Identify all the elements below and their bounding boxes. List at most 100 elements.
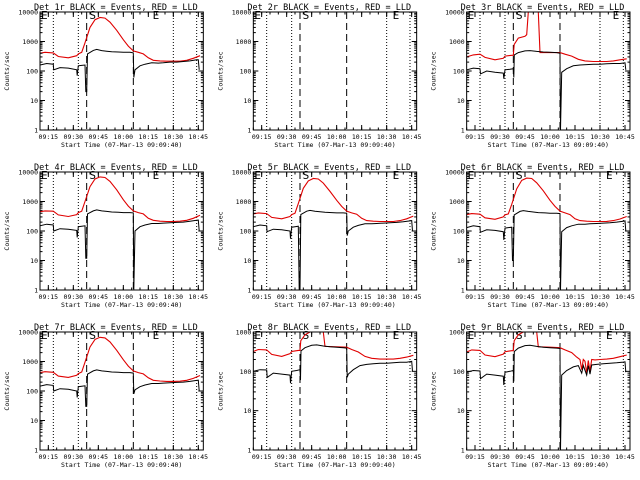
y-tick-label: 10 xyxy=(30,417,38,425)
x-tick-label: 10:00 xyxy=(540,293,560,301)
plot-frame xyxy=(39,331,204,451)
interval-marker: E xyxy=(393,329,400,342)
plot-frame xyxy=(466,11,631,131)
y-tick-label: 10 xyxy=(30,257,38,265)
x-tick-label: 09:30 xyxy=(490,133,510,141)
x-tick-label: 10:45 xyxy=(615,453,635,461)
x-tick-label: 10:15 xyxy=(139,453,159,461)
panel-title: Det 3r BLACK = Events, RED = LLD xyxy=(461,3,625,13)
x-tick-label: 10:00 xyxy=(114,133,134,141)
interval-marker: E xyxy=(254,9,261,22)
panel-title: Det 9r BLACK = Events, RED = LLD xyxy=(461,323,625,333)
interval-marker: E xyxy=(468,169,475,182)
x-axis-label: Start Time (07-Mar-13 09:09:40) xyxy=(488,141,609,149)
series-group xyxy=(466,332,627,450)
x-tick-label: 09:45 xyxy=(515,293,535,301)
interval-marker: S xyxy=(89,169,96,182)
y-tick-label: 1000 xyxy=(236,38,252,46)
x-tick-label: 10:30 xyxy=(590,133,610,141)
x-tick-label: 10:45 xyxy=(189,133,209,141)
lld-rate-line xyxy=(253,177,414,223)
y-axis-label: Counts/sec xyxy=(3,211,11,250)
y-tick-label: 1000 xyxy=(236,198,252,206)
x-tick-label: 10:30 xyxy=(377,453,397,461)
lld-rate-line xyxy=(40,176,201,223)
x-tick-label: 10:30 xyxy=(590,293,610,301)
lld-rate-line xyxy=(40,336,201,382)
x-tick-label: 09:45 xyxy=(515,133,535,141)
x-tick-label: 09:30 xyxy=(490,453,510,461)
x-tick-label: 10:15 xyxy=(139,133,159,141)
y-tick-label: 1 xyxy=(34,447,38,455)
panel-title: Det 6r BLACK = Events, RED = LLD xyxy=(461,163,625,173)
y-tick-label: 10000 xyxy=(18,9,38,17)
interval-marker: E xyxy=(468,9,475,22)
interval-marker: E xyxy=(254,329,261,342)
y-axis-label: Counts/sec xyxy=(216,371,224,410)
x-tick-label: 09:30 xyxy=(490,293,510,301)
y-tick-label: 10 xyxy=(30,97,38,105)
x-tick-label: 09:15 xyxy=(39,453,59,461)
x-tick-label: 10:45 xyxy=(402,293,422,301)
events-rate-line xyxy=(466,50,627,130)
y-axis-label: Counts/sec xyxy=(430,51,438,90)
y-tick-label: 10 xyxy=(244,407,252,415)
y-tick-label: 10000 xyxy=(445,169,465,177)
y-tick-label: 1 xyxy=(247,127,251,135)
series-group xyxy=(40,176,201,290)
x-tick-label: 10:00 xyxy=(327,293,347,301)
x-tick-label: 10:15 xyxy=(352,133,372,141)
x-tick-label: 09:30 xyxy=(64,453,84,461)
events-rate-line xyxy=(253,344,413,384)
y-tick-label: 100 xyxy=(453,368,465,376)
x-tick-label: 10:15 xyxy=(139,293,159,301)
interval-marker: E xyxy=(153,169,160,182)
x-axis-label: Start Time (07-Mar-13 09:09:40) xyxy=(61,141,182,149)
y-tick-label: 100 xyxy=(453,68,465,76)
x-tick-label: 09:45 xyxy=(302,453,322,461)
plot-frame xyxy=(39,171,204,291)
x-tick-label: 09:15 xyxy=(252,453,272,461)
lld-rate-line xyxy=(466,332,627,374)
series-group xyxy=(253,177,414,290)
interval-marker: S xyxy=(89,329,96,342)
x-tick-label: 10:45 xyxy=(615,293,635,301)
x-tick-label: 10:45 xyxy=(189,293,209,301)
x-tick-label: 09:30 xyxy=(277,293,297,301)
x-tick-label: 10:30 xyxy=(164,293,184,301)
x-tick-label: 10:30 xyxy=(590,453,610,461)
x-axis-label: Start Time (07-Mar-13 09:09:40) xyxy=(488,301,609,309)
x-tick-label: 10:15 xyxy=(565,133,585,141)
x-tick-label: 10:45 xyxy=(615,133,635,141)
x-tick-label: 10:15 xyxy=(565,453,585,461)
interval-marker: S xyxy=(516,169,523,182)
y-tick-label: 1 xyxy=(34,127,38,135)
y-tick-label: 10000 xyxy=(232,169,252,177)
plot-frame xyxy=(252,11,418,131)
y-tick-label: 100 xyxy=(453,228,465,236)
x-tick-label: 09:30 xyxy=(64,133,84,141)
x-tick-label: 09:45 xyxy=(302,293,322,301)
y-tick-label: 10000 xyxy=(18,329,38,337)
interval-marker: E xyxy=(41,9,48,22)
events-rate-line xyxy=(40,369,200,407)
y-tick-label: 10000 xyxy=(18,169,38,177)
y-axis-label: Counts/sec xyxy=(430,371,438,410)
x-tick-label: 09:45 xyxy=(89,133,109,141)
interval-marker: E xyxy=(153,9,160,22)
interval-marker: E xyxy=(468,329,475,342)
x-tick-label: 10:30 xyxy=(377,293,397,301)
x-tick-label: 09:45 xyxy=(89,453,109,461)
interval-marker: S xyxy=(303,329,310,342)
lld-rate-line xyxy=(253,332,414,360)
series-group xyxy=(40,336,201,407)
x-tick-label: 10:30 xyxy=(377,133,397,141)
x-tick-label: 10:45 xyxy=(402,453,422,461)
x-tick-label: 09:30 xyxy=(64,293,84,301)
lld-rate-line xyxy=(466,177,627,223)
interval-marker: E xyxy=(606,329,613,342)
